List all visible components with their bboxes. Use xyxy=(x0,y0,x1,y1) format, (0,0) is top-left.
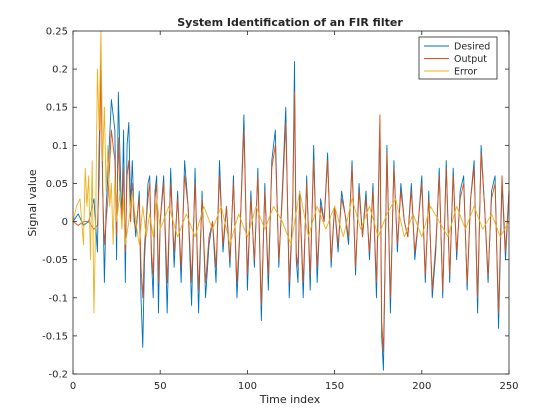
x-tick-label: 50 xyxy=(154,381,167,392)
y-tick-label: -0.2 xyxy=(48,370,68,381)
plot-area xyxy=(73,31,509,374)
legend-label-desired: Desired xyxy=(454,42,490,53)
series-layer xyxy=(72,30,510,371)
legend-label-error: Error xyxy=(454,67,477,78)
y-tick-label: 0 xyxy=(62,217,68,228)
y-tick-label: 0.05 xyxy=(46,179,68,190)
y-tick-label: -0.05 xyxy=(42,255,68,266)
y-tick-label: -0.15 xyxy=(42,331,68,342)
series-line-error xyxy=(72,30,510,314)
x-tick-label: 100 xyxy=(238,381,257,392)
y-tick-label: 0.1 xyxy=(52,141,68,152)
legend-label-output: Output xyxy=(454,54,487,65)
y-tick-label: 0.25 xyxy=(46,27,68,38)
x-tick-label: 250 xyxy=(499,381,518,392)
tick-layer: 0 50 100 150 200 250 -0.2 -0.15 -0.1 -0.05 0 0.05 0.… xyxy=(42,27,518,393)
y-tick-label: -0.1 xyxy=(48,293,68,304)
x-tick-label: 0 xyxy=(70,381,76,392)
y-tick-label: 0.15 xyxy=(46,103,68,114)
x-axis-label: Time index xyxy=(259,393,321,406)
axes-box xyxy=(72,30,510,375)
x-tick-label: 150 xyxy=(325,381,344,392)
x-tick-label: 200 xyxy=(412,381,431,392)
series-line-output xyxy=(72,68,510,352)
y-axis-label: Signal value xyxy=(26,169,39,237)
y-tick-label: 0.2 xyxy=(52,65,68,76)
chart-title: System Identification of an FIR filter xyxy=(177,16,403,29)
